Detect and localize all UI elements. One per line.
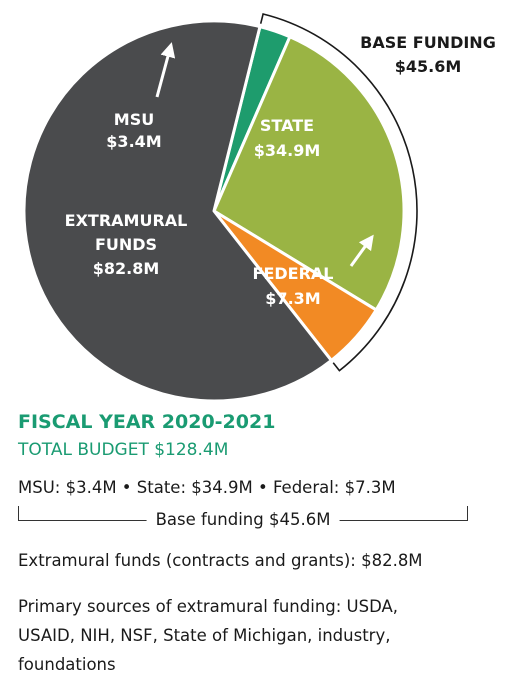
federal-arrow — [349, 234, 374, 267]
msu-label: MSU — [114, 110, 154, 129]
extramural-summary: Extramural funds (contracts and grants):… — [18, 551, 423, 570]
state-label: STATE — [260, 116, 314, 135]
sources-line-3: foundations — [18, 655, 116, 674]
base-funding-label: BASE FUNDING — [360, 33, 496, 52]
extramural-value: $82.8M — [93, 259, 160, 278]
base-funding-value: $45.6M — [395, 57, 462, 76]
base-breakdown: MSU: $3.4M • State: $34.9M • Federal: $7… — [18, 478, 396, 497]
federal-label: FEDERAL — [253, 264, 334, 283]
pie-slice-state — [212, 35, 406, 312]
msu-value: $3.4M — [106, 132, 161, 151]
pie-slice-extramural — [22, 19, 333, 403]
base-funding-bracket — [259, 13, 418, 372]
fiscal-year-heading: FISCAL YEAR 2020-2021 — [18, 411, 276, 433]
federal-value: $7.3M — [265, 289, 320, 308]
pie-chart: MSU $3.4M STATE $34.9M FEDERAL $7.3M EXT… — [22, 13, 496, 403]
base-funding-total: Base funding $45.6M — [146, 510, 340, 529]
total-budget: TOTAL BUDGET $128.4M — [18, 440, 229, 460]
state-value: $34.9M — [254, 141, 321, 160]
extramural-label-line1: EXTRAMURAL — [65, 211, 188, 230]
extramural-label-line2: FUNDS — [95, 235, 157, 254]
base-funding-summary-bracket: Base funding $45.6M — [18, 506, 468, 529]
sources-line-1: Primary sources of extramural funding: U… — [18, 597, 399, 616]
msu-arrow — [155, 42, 176, 98]
sources-line-2: USAID, NIH, NSF, State of Michigan, indu… — [18, 626, 391, 645]
